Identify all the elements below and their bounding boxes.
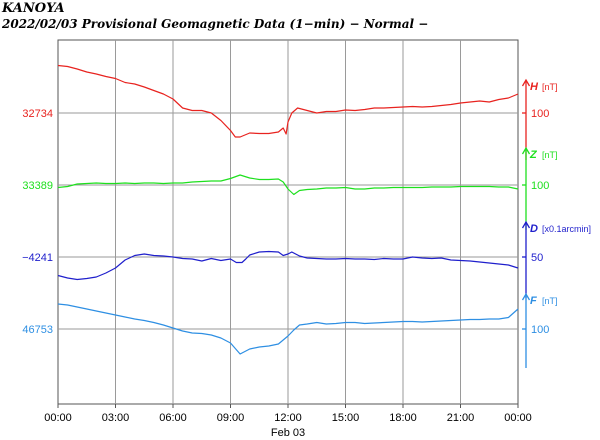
- series-line-d: [57, 250, 519, 281]
- date-label: Feb 03: [271, 427, 305, 439]
- right-axis-arrow: [521, 146, 531, 155]
- baseline-label-h: 32734: [22, 108, 53, 120]
- series-unit-f: [nT]: [542, 296, 558, 306]
- right-axis-f: 100 F [nT]: [521, 292, 558, 368]
- baseline-label-f: 46753: [22, 324, 53, 336]
- series-unit-z: [nT]: [542, 150, 558, 160]
- right-axis-arrow: [521, 78, 531, 87]
- right-axis-z: 100 Z [nT]: [521, 146, 558, 230]
- chart-title: 2022/02/03 Provisional Geomagnetic Data …: [2, 17, 429, 31]
- series-line-z: [57, 174, 519, 196]
- x-tick-label: 15:00: [332, 412, 360, 424]
- x-tick-label: 12:00: [274, 412, 302, 424]
- right-axis-arrow: [521, 292, 531, 301]
- right-axis-arrow: [521, 220, 531, 229]
- x-tick-label: 18:00: [389, 412, 417, 424]
- series-unit-d: [x0.1arcmin]: [542, 224, 591, 234]
- series-line-f: [57, 303, 519, 355]
- grid-lines: [58, 40, 518, 404]
- series-unit-h: [nT]: [542, 82, 558, 92]
- right-axis-tick-label: 100: [531, 108, 549, 120]
- x-tick-label: 03:00: [102, 412, 130, 424]
- series-line-h: [57, 64, 519, 138]
- series-name-z: Z: [529, 149, 538, 161]
- right-axis-tick-label: 100: [531, 180, 549, 192]
- x-tick-label: 00:00: [504, 412, 532, 424]
- series-name-h: H: [530, 81, 539, 93]
- x-tick-label: 06:00: [159, 412, 187, 424]
- series-name-f: F: [530, 295, 537, 307]
- baseline-label-d: −4241: [22, 252, 53, 264]
- right-axis-tick-label: 50: [531, 252, 543, 264]
- chart-title-block: KANOYA 2022/02/03 Provisional Geomagneti…: [2, 1, 428, 32]
- baseline-label-z: 33389: [22, 180, 53, 192]
- left-axis-labels: 32734 33389 −4241 46753: [22, 108, 53, 336]
- x-axis-ticks: 00:00 03:00 06:00 09:00 12:00 15:00 18:00 21:00…: [44, 404, 532, 424]
- series-lines: [57, 64, 519, 355]
- x-tick-label: 21:00: [447, 412, 475, 424]
- series-name-d: D: [530, 223, 538, 235]
- right-axis-d: 50 D [x0.1arcmin]: [521, 220, 591, 298]
- x-tick-label: 09:00: [217, 412, 245, 424]
- x-tick-label: 00:00: [44, 412, 72, 424]
- right-axis-tick-label: 100: [531, 324, 549, 336]
- station-name: KANOYA: [2, 1, 65, 16]
